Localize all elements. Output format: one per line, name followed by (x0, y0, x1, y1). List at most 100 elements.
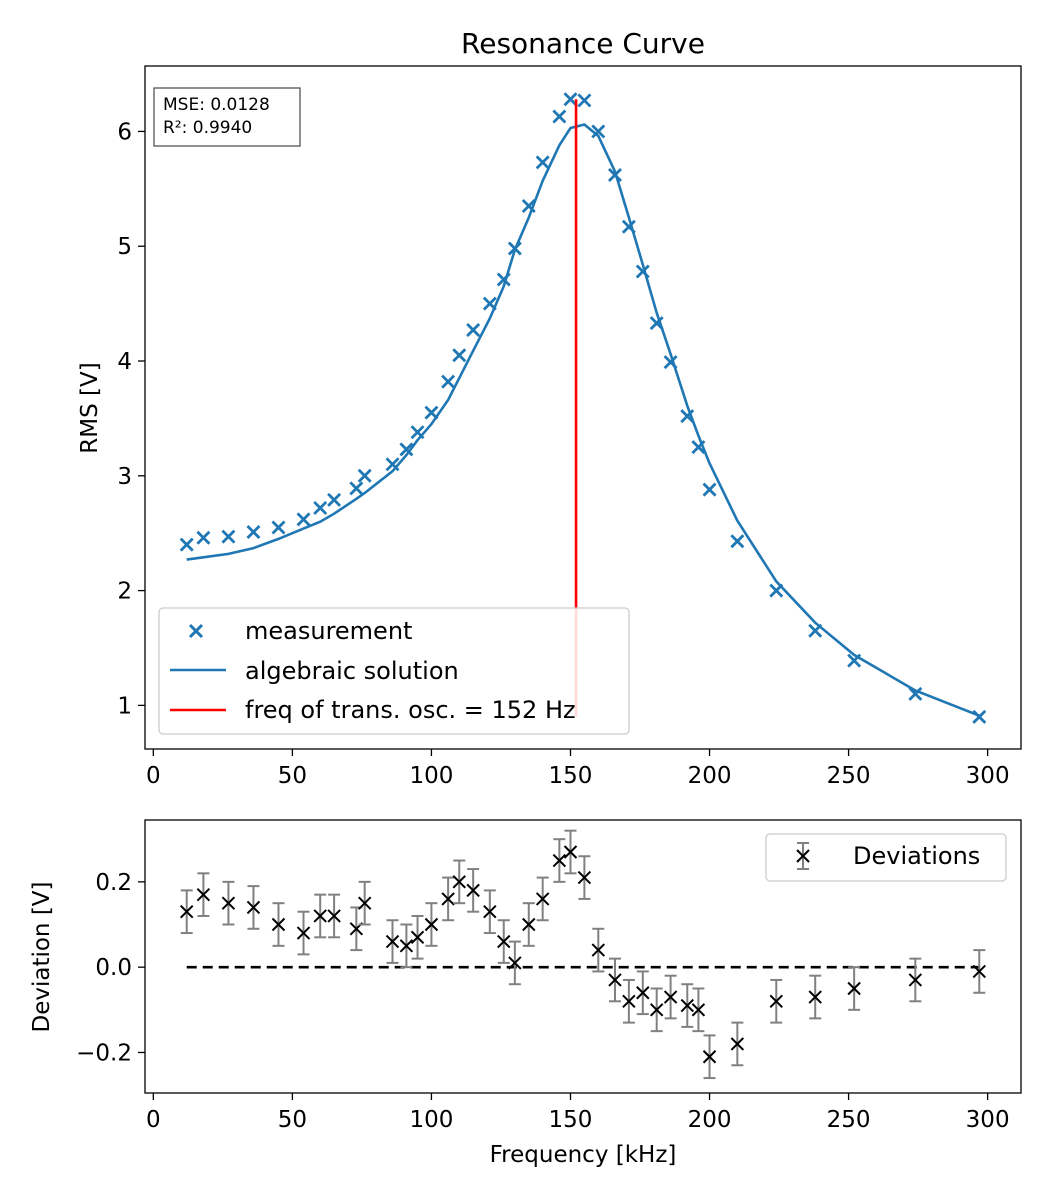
measurement-point (607, 168, 622, 183)
x-tick-label: 150 (549, 763, 593, 789)
deviation-point (649, 1003, 664, 1017)
x-tick-label: 50 (278, 1107, 307, 1133)
top-y-axis-label: RMS [V] (77, 362, 103, 453)
fit-stats-box: MSE: 0.0128 R²: 0.9940 (153, 87, 301, 147)
deviation-point (327, 909, 341, 923)
measurement-point-stroke (563, 92, 578, 107)
deviation-point (441, 892, 455, 906)
measurement-point (271, 520, 286, 535)
measurement-point (296, 512, 311, 527)
y-tick-label: 0.0 (95, 955, 132, 981)
measurement-point-stroke (702, 482, 717, 497)
x-tick-label: 300 (966, 1107, 1010, 1133)
y-tick-label: 6 (117, 119, 132, 145)
bottom-x-axis: 0 50 100 150 200 250 300 (146, 1093, 1010, 1133)
deviation-point-stroke (196, 887, 211, 902)
measurement-point-stroke (591, 124, 606, 139)
deviation-point (196, 887, 211, 902)
deviation-point-stroke (296, 926, 311, 940)
measurement-point (591, 124, 606, 139)
measurement-point-stroke (349, 481, 364, 496)
legend-deviation-label: Deviations (853, 842, 980, 870)
measurement-point (496, 272, 511, 287)
deviation-point-stroke (246, 900, 261, 915)
deviation-point (730, 1037, 745, 1051)
measurement-point (649, 316, 664, 331)
measurement-point (349, 481, 364, 496)
chart-title: Resonance Curve (461, 27, 705, 60)
deviation-point (410, 930, 425, 945)
y-tick-label: 5 (117, 234, 132, 260)
measurement-point (482, 296, 497, 311)
measurement-point-stroke (196, 530, 211, 545)
measurement-point (621, 219, 636, 234)
legend-deviation-marker (796, 842, 810, 870)
deviation-point (636, 986, 650, 1000)
measurement-point-stroke (730, 534, 745, 549)
bottom-y-axis: 0.2 0.0 −0.2 (76, 870, 145, 1066)
measurement-point-stroke (507, 241, 522, 256)
deviation-point (424, 917, 439, 932)
x-tick-label: 250 (827, 763, 871, 789)
deviation-point-stroke (508, 956, 522, 970)
measurement-point (441, 374, 456, 389)
deviation-point (680, 998, 694, 1013)
deviation-point-stroke (466, 883, 480, 898)
measurement-point (452, 348, 467, 363)
deviation-point (808, 990, 822, 1004)
measurement-point-stroke (621, 219, 636, 234)
deviation-point (522, 917, 536, 932)
measurement-point-stroke (357, 468, 372, 483)
deviation-point-stroke (577, 870, 592, 885)
x-tick-label: 150 (549, 1107, 593, 1133)
deviation-point-stroke (636, 986, 650, 1000)
deviation-point (577, 870, 592, 885)
x-tick-label: 100 (409, 1107, 453, 1133)
deviation-point (702, 1050, 717, 1064)
deviation-point-stroke (180, 905, 194, 919)
y-tick-label: −0.2 (76, 1040, 132, 1066)
measurement-point-stroke (663, 355, 678, 370)
deviation-point-stroke (563, 845, 578, 859)
deviation-point (622, 994, 636, 1008)
deviation-point-stroke (313, 909, 327, 923)
deviation-point-stroke (522, 917, 536, 932)
measurement-point-stroke (577, 93, 592, 108)
x-tick-label: 0 (146, 1107, 161, 1133)
measurement-point (196, 530, 211, 545)
y-tick-label: 0.2 (95, 870, 132, 896)
measurement-point (730, 534, 745, 549)
y-tick-label: 4 (117, 349, 132, 375)
measurement-point (680, 409, 695, 424)
deviation-point-stroke (410, 930, 425, 945)
deviation-point (271, 917, 286, 932)
measurement-point-stroke (179, 537, 194, 552)
deviation-point-stroke (221, 896, 236, 910)
deviation-point (691, 1003, 706, 1017)
deviation-point-stroke (385, 934, 400, 949)
x-tick-label: 50 (278, 763, 307, 789)
measurement-point (466, 323, 481, 338)
measurement-point-stroke (441, 374, 456, 389)
deviation-point (399, 939, 414, 953)
measurement-point (972, 709, 987, 724)
measurement-point-stroke (521, 199, 536, 214)
measurement-point-stroke (552, 109, 567, 124)
deviation-point-stroke (680, 998, 694, 1013)
measurement-point-stroke (296, 512, 311, 527)
measurement-point (808, 623, 823, 638)
x-tick-label: 300 (966, 763, 1010, 789)
deviation-point (908, 973, 923, 987)
x-axis-label: Frequency [kHz] (490, 1142, 677, 1168)
top-legend: measurement algebraic solution freq of t… (158, 607, 630, 735)
legend-resonance-label: freq of trans. osc. = 152 Hz (245, 696, 576, 724)
deviation-point (535, 892, 550, 906)
measurement-point (908, 686, 923, 701)
measurement-point (246, 525, 261, 540)
measurement-point (357, 468, 372, 483)
x-tick-label: 0 (146, 763, 161, 789)
deviation-point-stroke (327, 909, 341, 923)
measurement-point-stroke (808, 623, 823, 638)
